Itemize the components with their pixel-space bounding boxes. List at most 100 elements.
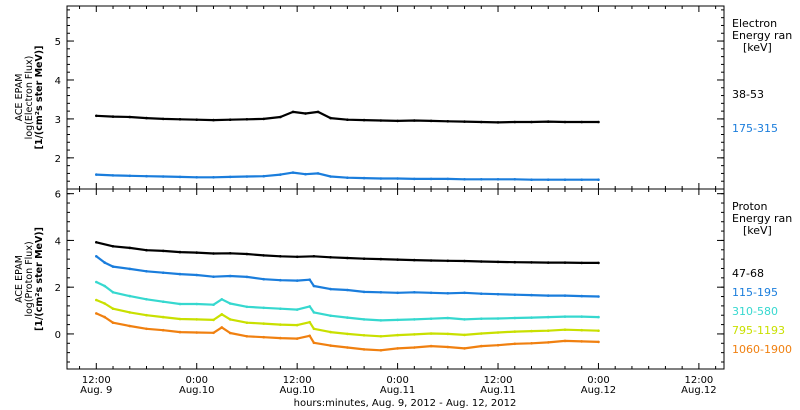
- y-tick-label: 6: [55, 190, 61, 201]
- y-tick-label: 5: [55, 37, 61, 48]
- data-point: [463, 120, 466, 123]
- data-point: [396, 258, 399, 261]
- x-tick-time: 12:00: [684, 375, 713, 386]
- y-axis-label: log(Electron Flux): [24, 56, 35, 140]
- x-axis-label: hours:minutes, Aug. 9, 2012 - Aug. 12, 2…: [294, 398, 517, 409]
- series-line: [95, 312, 599, 352]
- data-point: [128, 115, 132, 119]
- data-point: [262, 306, 266, 310]
- data-point: [329, 330, 332, 334]
- data-point: [530, 329, 533, 333]
- electron-panel: 2 3 4 5 ACE EPAM log(Electron Flux) [1/(cm²s s…: [14, 5, 792, 190]
- data-point: [228, 318, 232, 321]
- data-point: [329, 175, 332, 178]
- data-point: [312, 341, 316, 345]
- data-point: [563, 178, 567, 181]
- data-point: [429, 119, 433, 123]
- data-point: [295, 255, 299, 259]
- data-point: [178, 175, 182, 179]
- data-point: [262, 322, 266, 325]
- data-point: [95, 114, 98, 118]
- data-point: [463, 291, 466, 295]
- legend-entry: 310-580: [732, 305, 778, 318]
- data-point: [304, 112, 307, 115]
- data-point: [245, 321, 249, 325]
- data-point: [291, 110, 295, 114]
- x-tick-time: 12:00: [82, 375, 111, 386]
- data-point: [128, 294, 132, 298]
- data-point: [312, 311, 316, 314]
- series-115-195: [95, 254, 600, 298]
- data-point: [279, 336, 282, 340]
- data-point: [195, 251, 198, 254]
- y-tick-label: 4: [55, 236, 61, 247]
- data-point: [228, 331, 232, 335]
- legend-unit: [keV]: [743, 41, 772, 54]
- data-point: [597, 120, 600, 124]
- data-point: [295, 337, 299, 340]
- legend-entry: 47-68: [732, 267, 764, 280]
- x-tick-date: Aug.12: [581, 385, 616, 396]
- data-point: [161, 315, 165, 319]
- data-point: [546, 294, 550, 297]
- legend-entry: 38-53: [732, 88, 764, 101]
- data-point: [530, 342, 533, 345]
- data-point: [145, 270, 148, 273]
- data-point: [530, 316, 533, 319]
- data-point: [496, 260, 500, 264]
- data-point: [212, 318, 215, 322]
- legend-title: Energy ran: [732, 29, 792, 42]
- data-point: [329, 287, 332, 291]
- data-point: [212, 176, 215, 179]
- data-point: [212, 252, 215, 255]
- legend-entry: 1060-1900: [732, 343, 792, 356]
- x-tick-date: Aug.10: [179, 385, 214, 396]
- data-point: [480, 332, 483, 335]
- data-point: [245, 305, 249, 309]
- data-point: [195, 176, 198, 179]
- data-point: [245, 175, 249, 178]
- data-point: [111, 174, 115, 177]
- data-point: [446, 345, 450, 349]
- data-point: [362, 290, 366, 294]
- legend-title: Proton: [732, 200, 767, 213]
- data-point: [429, 259, 433, 262]
- data-point: [212, 331, 215, 335]
- data-point: [103, 302, 106, 305]
- data-point: [245, 275, 249, 279]
- x-tick-time: 0:00: [386, 375, 408, 386]
- y-axis-label: log(Proton Flux): [24, 241, 35, 316]
- data-point: [346, 332, 349, 336]
- y-tick-label: 2: [55, 283, 61, 294]
- data-point: [178, 272, 182, 276]
- data-point: [480, 178, 483, 181]
- data-point: [379, 349, 383, 352]
- data-point: [563, 120, 567, 124]
- series-795-1193: [95, 298, 600, 338]
- data-point: [463, 347, 466, 350]
- data-point: [346, 346, 349, 349]
- data-point: [546, 329, 550, 333]
- data-point: [128, 246, 132, 250]
- data-point: [446, 316, 450, 320]
- data-point: [308, 278, 312, 282]
- y-axis-label: [1/(cm²s ster MeV)]: [34, 46, 45, 150]
- data-point: [195, 273, 198, 277]
- data-point: [530, 178, 533, 181]
- data-point: [178, 118, 182, 121]
- data-point: [329, 344, 332, 347]
- data-point: [161, 249, 165, 253]
- data-point: [161, 175, 165, 178]
- data-point: [413, 318, 416, 321]
- data-point: [546, 341, 550, 344]
- data-point: [429, 177, 433, 181]
- data-point: [178, 250, 182, 254]
- data-point: [279, 278, 282, 282]
- data-point: [446, 259, 450, 263]
- data-point: [220, 326, 224, 329]
- data-point: [228, 252, 232, 255]
- data-point: [145, 327, 148, 331]
- data-point: [362, 334, 366, 337]
- data-point: [546, 120, 550, 123]
